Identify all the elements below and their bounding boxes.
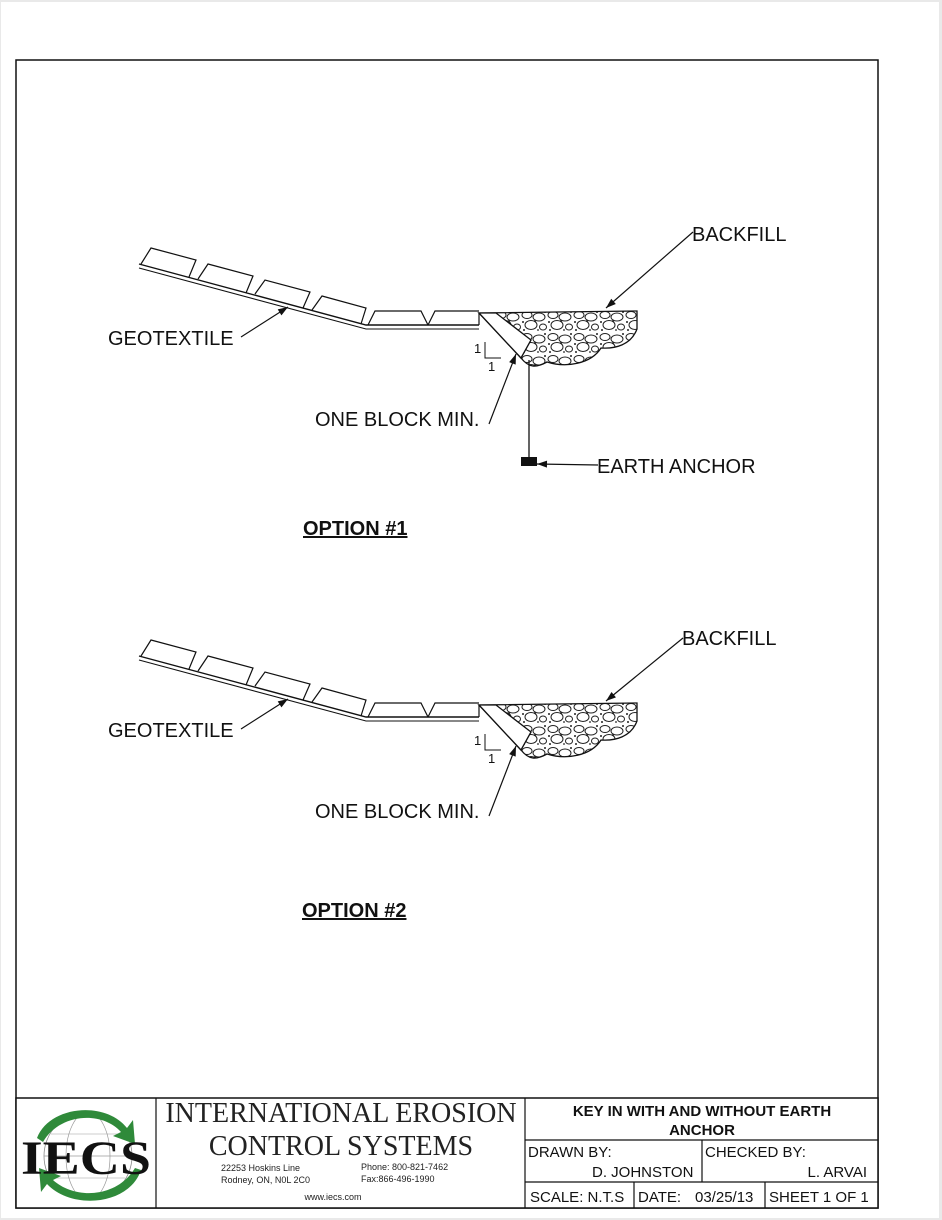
sheet-number: SHEET 1 OF 1 — [769, 1189, 869, 1206]
option-1-detail: 1 1 BACKFILL GEOTEXTILE ONE BLOCK MIN. E… — [108, 224, 786, 540]
one-block-min-label: ONE BLOCK MIN. — [315, 801, 479, 823]
geotextile-leader — [240, 698, 289, 730]
backfill-label: BACKFILL — [692, 224, 786, 246]
drawing-title-line1: KEY IN WITH AND WITHOUT EARTH — [573, 1103, 831, 1120]
phone-number: Phone: 800-821-7462 — [361, 1162, 448, 1172]
company-logo: IECS — [21, 1110, 151, 1201]
backfill-label: BACKFILL — [682, 628, 776, 650]
geotextile-label: GEOTEXTILE — [108, 328, 234, 350]
backfill-leader — [605, 637, 684, 702]
option-2-title: OPTION #2 — [302, 900, 406, 922]
checked-by-value: L. ARVAI — [808, 1164, 867, 1181]
fax-number: Fax:866-496-1990 — [361, 1174, 435, 1184]
website: www.iecs.com — [303, 1192, 361, 1202]
title-block: IECS INTERNATIONAL EROSION CONTROL SYSTE… — [15, 1097, 879, 1209]
slope-run-label: 1 — [488, 751, 495, 766]
earth-anchor-leader — [536, 460, 599, 468]
option-1-title: OPTION #1 — [303, 518, 407, 540]
earth-anchor-label: EARTH ANCHOR — [597, 456, 756, 478]
drawn-by-label: DRAWN BY: — [528, 1144, 612, 1161]
drawn-by-value: D. JOHNSTON — [592, 1164, 693, 1181]
earth-anchor — [521, 457, 537, 466]
one-block-min-label: ONE BLOCK MIN. — [315, 409, 479, 431]
company-name-line2: CONTROL SYSTEMS — [209, 1131, 473, 1162]
company-name-line1: INTERNATIONAL EROSION — [165, 1098, 516, 1129]
one-block-min-leader — [488, 353, 517, 425]
slope-rise-label: 1 — [474, 733, 481, 748]
geotextile-leader — [240, 306, 289, 338]
address-line1: 22253 Hoskins Line — [221, 1163, 300, 1173]
date-value: 03/25/13 — [695, 1189, 753, 1206]
slope-rise-label: 1 — [474, 341, 481, 356]
backfill-leader — [605, 231, 694, 309]
logo-text: IECS — [21, 1132, 151, 1185]
slope-run-label: 1 — [488, 359, 495, 374]
checked-by-label: CHECKED BY: — [705, 1144, 806, 1161]
geotextile-label: GEOTEXTILE — [108, 720, 234, 742]
address-line2: Rodney, ON, N0L 2C0 — [221, 1175, 310, 1185]
one-block-min-leader — [488, 745, 517, 817]
scale-field: SCALE: N.T.S — [530, 1189, 624, 1206]
drawing-title-line2: ANCHOR — [669, 1122, 735, 1139]
date-label: DATE: — [638, 1189, 681, 1206]
option-2-detail: 1 1 BACKFILL GEOTEXTILE ONE BLOCK MIN. O… — [108, 628, 776, 922]
